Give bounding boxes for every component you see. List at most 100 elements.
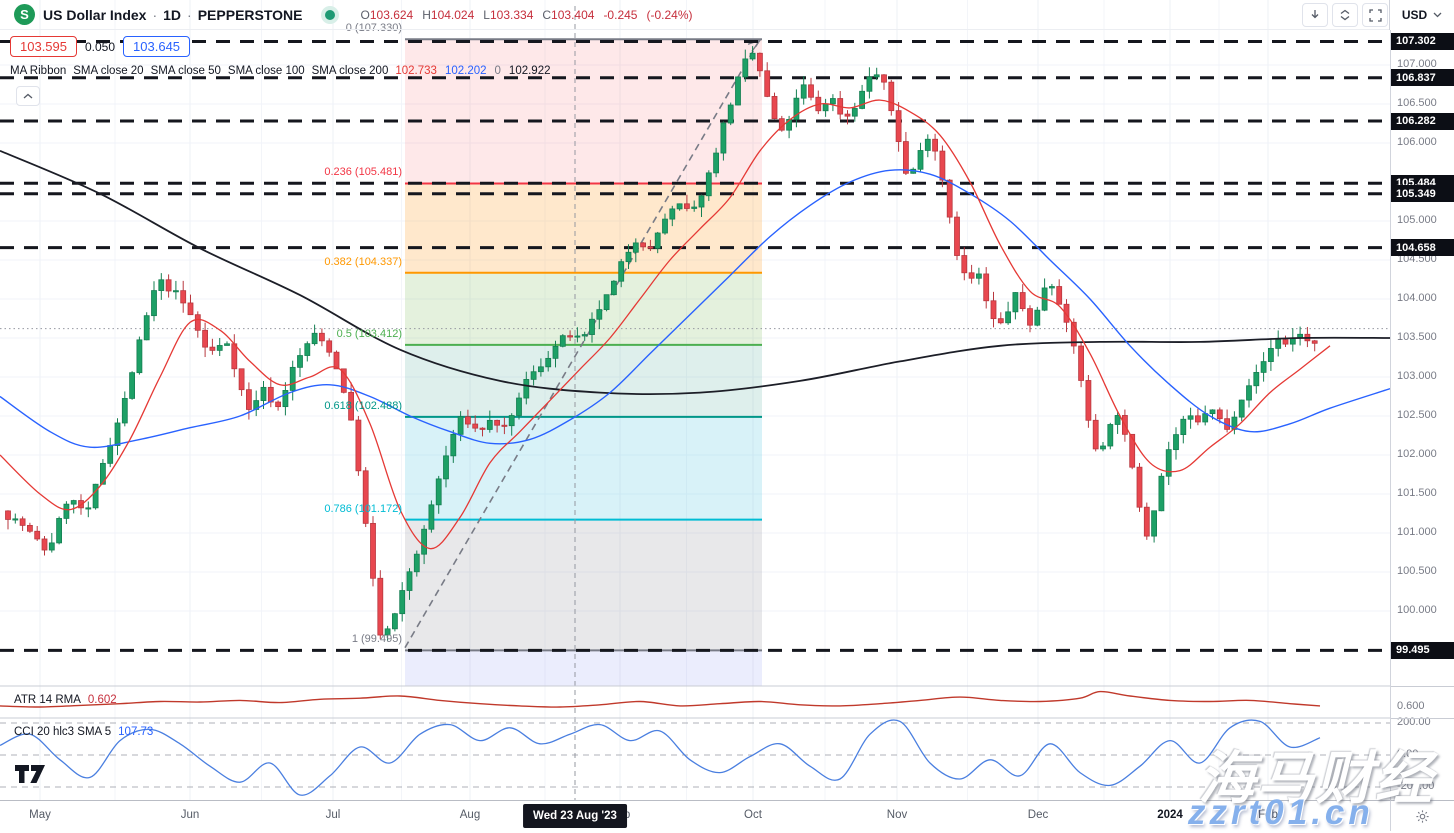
candle-body	[107, 445, 114, 464]
candle-body	[1216, 409, 1223, 420]
candle-body	[501, 424, 508, 427]
scale-settings-cell[interactable]	[1390, 800, 1454, 831]
legend-collapse-button[interactable]	[16, 86, 40, 106]
fib-band	[405, 39, 762, 184]
candle-body	[180, 290, 187, 304]
fib-band	[405, 416, 762, 520]
candle-body	[997, 318, 1004, 324]
time-tick-label: Feb	[1258, 809, 1278, 821]
ma-value: 102.202	[444, 65, 487, 77]
candle-body	[1253, 372, 1260, 387]
ma-ribbon-legend[interactable]: MA Ribbon SMA close 20 SMA close 50 SMA …	[10, 65, 559, 77]
time-tick-label: 2024	[1157, 809, 1183, 821]
high-value: 104.024	[430, 7, 475, 22]
candle-body	[808, 84, 814, 98]
time-tick-label: Nov	[886, 809, 908, 821]
symbol-name[interactable]: US Dollar Index	[43, 6, 147, 23]
time-tick-label: Aug	[459, 809, 481, 821]
candle-body	[1019, 292, 1026, 310]
candle-body	[713, 152, 719, 174]
candle-body	[187, 302, 194, 316]
title-separator: ·	[187, 6, 192, 23]
cci-value: 107.73	[118, 726, 154, 738]
timeframe[interactable]: 1D	[163, 6, 182, 23]
candle-body	[771, 96, 778, 120]
atr-name[interactable]: ATR 14 RMA	[14, 694, 81, 706]
download-button[interactable]	[1302, 3, 1328, 27]
candle-body	[194, 314, 201, 331]
candle-body	[1311, 340, 1318, 344]
candle-body	[1246, 385, 1252, 401]
candle-body	[216, 345, 223, 351]
candle-body	[12, 518, 19, 521]
candle-body	[399, 590, 406, 615]
candle-body	[1143, 506, 1150, 537]
candle-body	[391, 613, 398, 630]
candle-body	[1092, 419, 1099, 450]
candle-body	[961, 255, 968, 274]
exchange-name[interactable]: PEPPERSTONE	[197, 6, 303, 23]
candle-body	[340, 368, 347, 393]
candle-body	[1129, 433, 1136, 468]
price-tick-label: 106.000	[1397, 136, 1437, 148]
candle-body	[1063, 303, 1070, 323]
top-toolbar: S US Dollar Index · 1D · PEPPERSTONE O 10…	[0, 0, 1454, 30]
change-percent: (-0.24%)	[646, 7, 693, 22]
candle-body	[428, 504, 435, 530]
cci-tick-label: -200.00	[1397, 780, 1435, 792]
alert-price-high[interactable]: 103.645	[123, 36, 191, 57]
price-tick-label: 105.000	[1397, 214, 1437, 226]
candle-body	[333, 351, 340, 370]
tradingview-logo[interactable]	[14, 762, 46, 791]
candle-body	[786, 119, 792, 131]
indicator-name[interactable]: MA Ribbon	[10, 65, 67, 77]
collapse-panes-button[interactable]	[1332, 3, 1358, 27]
fullscreen-button[interactable]	[1362, 3, 1388, 27]
tradingview-logo-icon	[15, 765, 45, 783]
cci-name[interactable]: CCI 20 hlc3 SMA 5	[14, 726, 112, 738]
candle-body	[1282, 339, 1289, 345]
candle-body	[260, 386, 267, 401]
axis-pane-separator	[1391, 686, 1454, 687]
broker-logo-icon[interactable]: S	[14, 4, 35, 25]
candle-body	[494, 419, 501, 426]
atr-legend[interactable]: ATR 14 RMA 0.602	[14, 694, 117, 706]
candle-body	[231, 343, 238, 370]
candle-body	[129, 372, 136, 399]
candle-body	[632, 242, 639, 253]
ma-param: SMA close 200	[311, 65, 389, 77]
candle-body	[1100, 445, 1106, 450]
candle-body	[698, 195, 705, 208]
currency-dropdown[interactable]: USD	[1390, 0, 1454, 30]
time-scale[interactable]: MayJunJulAugSepOctNovDec2024FebWed 23 Au…	[0, 800, 1390, 831]
price-scale[interactable]: 107.000 106.500 106.000 105.000 104.500 104.0…	[1390, 0, 1454, 800]
candle-body	[1158, 475, 1165, 512]
open-label: O	[360, 7, 370, 22]
candle-body	[34, 530, 41, 540]
cci-legend[interactable]: CCI 20 hlc3 SMA 5 107.73	[14, 726, 153, 738]
fullscreen-icon	[1368, 8, 1382, 22]
low-value: 103.334	[489, 7, 534, 22]
candle-body	[450, 433, 457, 457]
price-tick-label: 103.000	[1397, 370, 1437, 382]
candle-body	[516, 397, 522, 416]
candle-body	[596, 309, 603, 320]
candle-body	[304, 343, 311, 356]
candle-body	[727, 104, 734, 124]
symbol-title[interactable]: US Dollar Index · 1D · PEPPERSTONE	[43, 7, 303, 23]
alert-price-low[interactable]: 103.595	[10, 36, 77, 57]
candle-body	[757, 52, 763, 72]
candle-body	[1268, 347, 1274, 362]
candle-body	[530, 371, 537, 380]
high-label: H	[422, 7, 431, 22]
candle-body	[691, 206, 698, 209]
candle-body	[946, 179, 953, 218]
candle-body	[443, 455, 449, 480]
market-status-dot[interactable]	[324, 9, 335, 20]
chart-pane[interactable]	[0, 0, 1390, 800]
candle-body	[859, 90, 865, 109]
download-icon	[1311, 10, 1319, 19]
candle-body	[903, 141, 909, 174]
fib-level-label: 0.5 (103.412)	[336, 327, 402, 340]
candle-body	[486, 419, 493, 430]
